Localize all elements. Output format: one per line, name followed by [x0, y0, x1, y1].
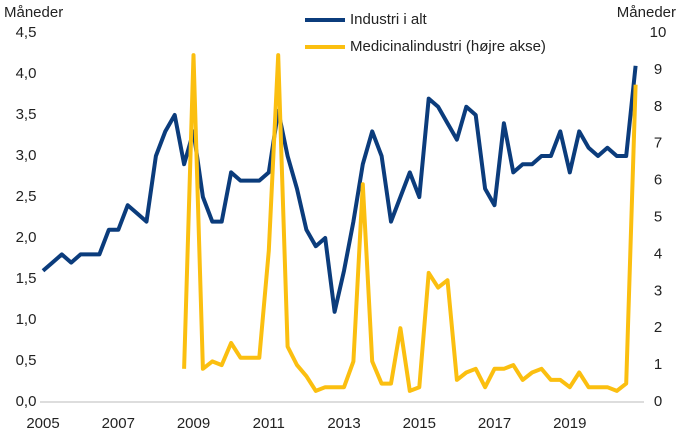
y2-tick-label: 2 [654, 319, 662, 336]
x-tick-label: 2011 [253, 415, 285, 432]
y-tick-label: 3,0 [16, 147, 37, 164]
y2-tick-label: 4 [654, 245, 662, 262]
y-tick-label: 0,0 [16, 393, 37, 410]
y2-axis-label: Måneder [617, 4, 676, 21]
y2-tick-label: 6 [654, 172, 662, 189]
x-tick-label: 2015 [403, 415, 436, 432]
y-axis-label: Måneder [4, 4, 63, 21]
x-tick-label: 2017 [478, 415, 511, 432]
y2-tick-label: 10 [650, 24, 667, 41]
y2-tick-label: 1 [654, 356, 662, 373]
y-tick-label: 4,5 [16, 24, 37, 41]
y-tick-label: 2,5 [16, 188, 37, 205]
legend-label: Industri i alt [350, 11, 428, 28]
x-tick-label: 2009 [177, 415, 210, 432]
x-tick-label: 2019 [553, 415, 586, 432]
y-tick-label: 0,5 [16, 352, 37, 369]
y-tick-label: 1,0 [16, 311, 37, 328]
line-series [41, 65, 638, 314]
y2-tick-label: 9 [654, 61, 662, 78]
y-tick-label: 2,0 [16, 229, 37, 246]
x-tick-label: 2005 [26, 415, 59, 432]
y2-tick-label: 7 [654, 135, 662, 152]
y2-tick-label: 8 [654, 98, 662, 115]
y-tick-label: 4,0 [16, 65, 37, 82]
y2-tick-label: 5 [654, 208, 662, 225]
line-series [182, 53, 638, 393]
y2-tick-label: 3 [654, 282, 662, 299]
y-tick-label: 1,5 [16, 270, 37, 287]
legend-label: Medicinalindustri (højre akse) [350, 38, 546, 55]
y2-tick-label: 0 [654, 393, 662, 410]
x-tick-label: 2013 [327, 415, 360, 432]
x-tick-label: 2007 [102, 415, 135, 432]
y-tick-label: 3,5 [16, 106, 37, 123]
